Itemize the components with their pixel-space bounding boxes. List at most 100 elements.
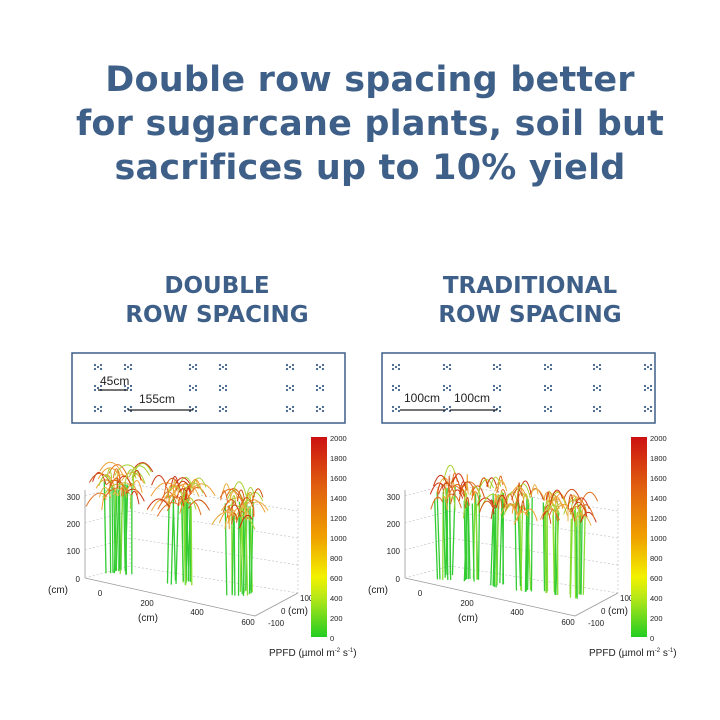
colorbar-tick-label: 800 (330, 554, 343, 563)
sugarcane-clump (500, 480, 546, 592)
plant-dot (595, 386, 599, 390)
stalk (224, 503, 228, 596)
double-row-layout-box (71, 352, 346, 424)
plant-dot (498, 363, 502, 367)
headline-line-1: Double row spacing better (105, 60, 635, 100)
leaf (575, 512, 579, 527)
stalk (181, 496, 185, 582)
leaf (177, 495, 185, 507)
plant-dot (315, 367, 319, 371)
leaf (478, 500, 494, 513)
colorbar-tick-label: 2000 (650, 434, 667, 443)
plant-dot (93, 384, 97, 388)
plant-dot (643, 367, 647, 371)
plant-dot (194, 409, 198, 413)
plant-dot (498, 405, 502, 409)
colorbar-tick-label: 1400 (330, 494, 347, 503)
plant-dot (495, 365, 499, 369)
colorbar-tick-label: 600 (650, 574, 663, 583)
stalk (463, 500, 467, 581)
spacing-label-45cm: 45cm (100, 374, 129, 388)
stalk (166, 495, 170, 584)
plant-dot (492, 405, 496, 409)
y-tick-label: -100 (268, 619, 285, 628)
leaf (126, 483, 139, 496)
label-part: PPFD (µmol m (589, 648, 655, 659)
plant-dot (442, 367, 446, 371)
plant-dot (442, 363, 446, 367)
plant-dot (188, 384, 192, 388)
plant-dot (498, 384, 502, 388)
leaf (490, 504, 497, 520)
leaf (530, 484, 539, 497)
x-tick-label: 400 (510, 608, 524, 617)
plant-dot (492, 363, 496, 367)
plant-dot (549, 409, 553, 413)
label-part: -2 (335, 648, 341, 654)
label-part: -1 (348, 648, 354, 654)
plant-dot (291, 363, 295, 367)
plant-dot (643, 384, 647, 388)
stalk (569, 518, 572, 595)
plant-dot (99, 409, 103, 413)
plant-dot (646, 365, 650, 369)
leaf (112, 468, 121, 482)
leaf (121, 471, 145, 484)
leaf (85, 492, 108, 507)
plant-dot (391, 367, 395, 371)
plant-dot (448, 384, 452, 388)
plant-dot (285, 388, 289, 392)
y-axis (254, 592, 299, 617)
plant-dot (543, 384, 547, 388)
colorbar-label: PPFD (µmol m-2 s-1) (589, 648, 677, 659)
leaf (544, 510, 552, 524)
leaf (130, 494, 132, 509)
leaf (179, 500, 190, 514)
plant-dot (546, 365, 550, 369)
plant-dot (598, 388, 602, 392)
leaf (150, 499, 171, 512)
leaf (489, 476, 502, 489)
stalk (495, 496, 500, 585)
traditional-row-layout-box (381, 352, 656, 424)
plant-dot (649, 367, 653, 371)
leaf (189, 501, 202, 516)
spacing-arrows (98, 389, 497, 411)
stalk (242, 504, 247, 596)
plant-dot (391, 363, 395, 367)
leaf (226, 505, 231, 518)
colorbar-tick-label: 600 (330, 574, 343, 583)
plant-dot (391, 405, 395, 409)
x-axis (404, 577, 576, 617)
leaf (515, 496, 520, 510)
y-tick-label: 0 (281, 607, 286, 616)
leaf (574, 514, 592, 526)
plant-dot (123, 367, 127, 371)
plant-dot (391, 384, 395, 388)
label-part: PPFD (µmol m (269, 648, 335, 659)
plant-dot (129, 367, 133, 371)
leaf (500, 504, 518, 516)
x-tick-label: 600 (561, 618, 575, 627)
leaf (191, 483, 216, 496)
plant-dot (318, 365, 322, 369)
stalk (248, 514, 251, 595)
plant-dot (224, 409, 228, 413)
leaf (516, 483, 531, 499)
leaf (511, 503, 517, 516)
leaf (450, 489, 464, 505)
plant-dot (643, 409, 647, 413)
leaf (164, 477, 182, 492)
stalk (442, 492, 446, 578)
stalk (475, 503, 478, 580)
plant-dot (194, 363, 198, 367)
plant-dot (321, 384, 325, 388)
plant-dot (498, 388, 502, 392)
leaf (101, 496, 107, 511)
leaf (458, 481, 474, 495)
stalk (519, 505, 523, 591)
sugarcane-clump (429, 464, 467, 580)
sugarcane-clump (211, 481, 269, 596)
plant-dot (397, 363, 401, 367)
plant-dot (99, 384, 103, 388)
